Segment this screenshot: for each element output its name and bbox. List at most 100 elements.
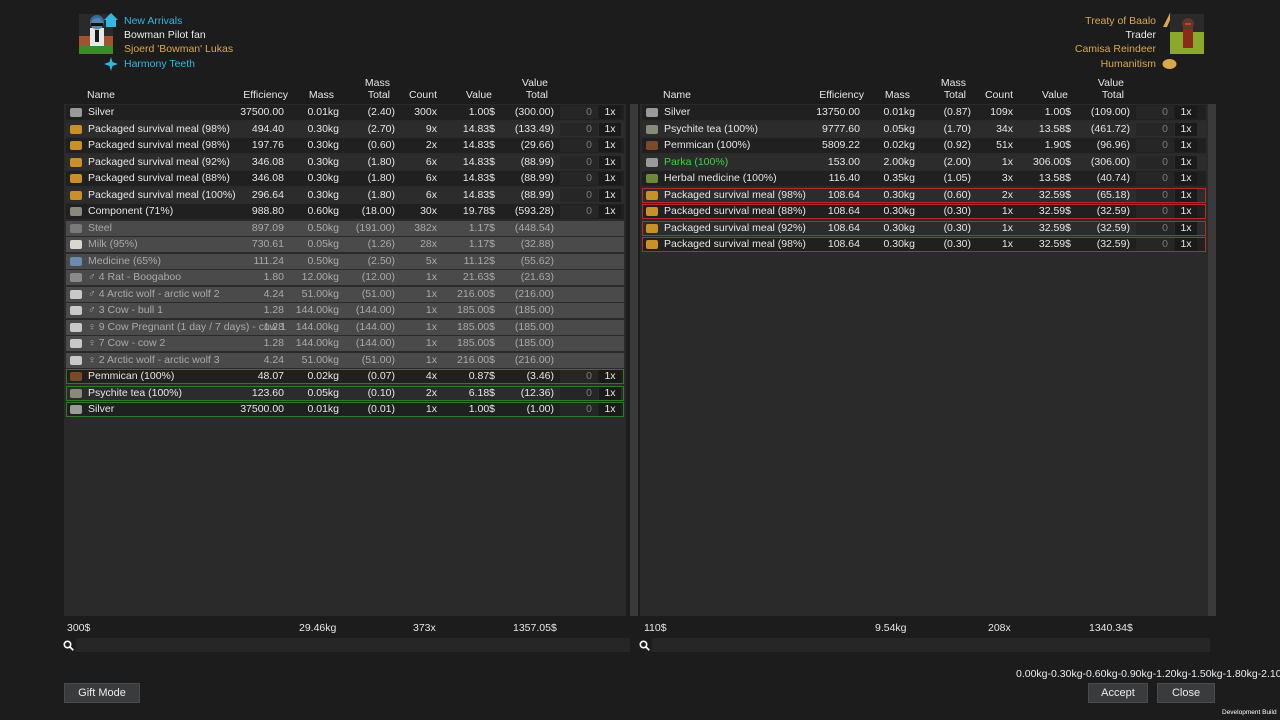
trade-quantity-input[interactable]: 0: [560, 122, 598, 136]
item-row[interactable]: ♂ 4 Rat - Boogaboo 1.80 12.00kg (12.00) 1x 21…: [66, 270, 624, 285]
accept-button[interactable]: Accept: [1088, 683, 1148, 703]
trade-quantity-input[interactable]: 0: [560, 139, 598, 152]
trader-items-list[interactable]: Silver 13750.00 0.01kg (0.87) 109x 1.00$ (109.…: [640, 104, 1208, 616]
item-row[interactable]: Packaged survival meal (92%) 346.08 0.30kg…: [66, 154, 624, 170]
trade-quantity-input[interactable]: 0: [1136, 221, 1174, 235]
item-row[interactable]: Component (71%) 988.80 0.60kg (18.00) 30x 19.…: [66, 204, 624, 219]
multiplier-button[interactable]: 1x: [599, 403, 621, 416]
item-row[interactable]: Pemmican (100%) 48.07 0.02kg (0.07) 4x 0.87$ (…: [66, 369, 624, 384]
colony-items-list[interactable]: Silver 37500.00 0.01kg (2.40) 300x 1.00$ (300.…: [64, 104, 626, 616]
item-name: Psychite tea (100%): [664, 122, 758, 135]
multiplier-button[interactable]: 1x: [1175, 122, 1197, 136]
multiplier-button[interactable]: 1x: [1175, 188, 1197, 202]
col-efficiency[interactable]: Efficiency: [243, 89, 288, 101]
item-row[interactable]: ♀ 7 Cow - cow 2 1.28 144.00kg (144.00) 1x 185…: [66, 336, 624, 351]
item-row[interactable]: Packaged survival meal (88%) 346.08 0.30kg…: [66, 171, 624, 186]
left-scrollbar[interactable]: [630, 104, 638, 616]
multiplier-button[interactable]: 1x: [1175, 139, 1197, 152]
multiplier-button[interactable]: 1x: [599, 386, 621, 400]
colony-ideology[interactable]: Harmony Teeth: [124, 58, 196, 70]
multiplier-button[interactable]: 1x: [599, 205, 621, 218]
gift-mode-button[interactable]: Gift Mode: [64, 683, 140, 703]
left-search-input[interactable]: [76, 638, 630, 652]
col-value-total[interactable]: Value Total: [522, 77, 548, 101]
col-mass-total-right[interactable]: Mass Total: [941, 77, 966, 101]
item-row[interactable]: Packaged survival meal (98%) 197.76 0.30kg…: [66, 138, 624, 153]
col-mass[interactable]: Mass: [308, 89, 334, 101]
item-row[interactable]: Milk (95%) 730.61 0.05kg (1.26) 28x 1.17$ (32.…: [66, 237, 624, 252]
trade-quantity-input[interactable]: 0: [560, 188, 598, 202]
item-row[interactable]: Silver 13750.00 0.01kg (0.87) 109x 1.00$ (109.…: [642, 105, 1206, 120]
trade-quantity-input[interactable]: 0: [1136, 172, 1174, 185]
search-icon[interactable]: [63, 640, 74, 651]
right-search-input[interactable]: [652, 638, 1210, 652]
multiplier-button[interactable]: 1x: [599, 370, 621, 383]
trade-quantity-input[interactable]: 0: [560, 205, 598, 218]
col-name-right[interactable]: Name: [663, 89, 692, 101]
col-name[interactable]: Name: [87, 89, 116, 101]
item-row[interactable]: ♂ 4 Arctic wolf - arctic wolf 2 4.24 51.00…: [66, 286, 624, 302]
multiplier-button[interactable]: 1x: [1175, 106, 1197, 119]
col-value-right[interactable]: Value: [1041, 89, 1068, 101]
trade-quantity-input[interactable]: 0: [560, 106, 598, 119]
item-row[interactable]: ♀ 9 Cow Pregnant (1 day / 7 days) - cow …: [66, 319, 624, 335]
col-value-total-right[interactable]: Value Total: [1098, 77, 1124, 101]
trade-quantity-input[interactable]: 0: [560, 403, 598, 416]
search-icon[interactable]: [639, 640, 650, 651]
trader-faction-name[interactable]: Treaty of Baalo: [1085, 15, 1156, 27]
item-value: 13.58$: [1038, 172, 1071, 184]
item-row[interactable]: Packaged survival meal (100%) 296.64 0.30k…: [66, 187, 624, 203]
trader-name[interactable]: Camisa Reindeer: [1074, 43, 1156, 55]
multiplier-button[interactable]: 1x: [1175, 155, 1197, 169]
col-count-right[interactable]: Count: [984, 89, 1013, 101]
multiplier-button[interactable]: 1x: [599, 106, 621, 119]
multiplier-button[interactable]: 1x: [599, 172, 621, 185]
item-row[interactable]: Silver 37500.00 0.01kg (2.40) 300x 1.00$ (300.…: [66, 105, 624, 120]
item-row[interactable]: Steel 897.09 0.50kg (191.00) 382x 1.17$ (448.5…: [66, 220, 624, 236]
col-mass-total[interactable]: Mass Total: [365, 77, 390, 101]
item-row[interactable]: Pemmican (100%) 5809.22 0.02kg (0.92) 51x 1.9…: [642, 138, 1206, 153]
trade-quantity-input[interactable]: 0: [1136, 122, 1174, 136]
item-row[interactable]: ♂ 3 Cow - bull 1 1.28 144.00kg (144.00) 1x 18…: [66, 303, 624, 318]
item-row[interactable]: Packaged survival meal (88%) 108.64 0.30kg…: [642, 204, 1206, 219]
trade-quantity-input[interactable]: 0: [1136, 205, 1174, 218]
trade-quantity-input[interactable]: 0: [1136, 155, 1174, 169]
trade-quantity-input[interactable]: 0: [560, 370, 598, 383]
negotiator-name[interactable]: Sjoerd 'Bowman' Lukas: [124, 43, 234, 55]
trade-quantity-input[interactable]: 0: [1136, 139, 1174, 152]
item-row[interactable]: Silver 37500.00 0.01kg (0.01) 1x 1.00$ (1.00) 0…: [66, 402, 624, 417]
item-row[interactable]: Herbal medicine (100%) 116.40 0.35kg (1.05)…: [642, 171, 1206, 186]
trade-quantity-input[interactable]: 0: [1136, 106, 1174, 119]
col-mass-right[interactable]: Mass: [884, 89, 910, 101]
col-efficiency-right[interactable]: Efficiency: [819, 89, 864, 101]
item-row[interactable]: Psychite tea (100%) 123.60 0.05kg (0.10) 2x 6…: [66, 385, 624, 401]
trader-ideology[interactable]: Humanitism: [1100, 58, 1156, 70]
right-scrollbar[interactable]: [1208, 104, 1216, 616]
colony-faction-name[interactable]: New Arrivals: [124, 15, 183, 27]
close-button[interactable]: Close: [1157, 683, 1215, 703]
item-row[interactable]: Packaged survival meal (92%) 108.64 0.30kg…: [642, 220, 1206, 236]
item-value: 14.83$: [462, 122, 495, 135]
item-row[interactable]: Psychite tea (100%) 9777.60 0.05kg (1.70) 34…: [642, 121, 1206, 137]
trade-quantity-input[interactable]: 0: [1136, 188, 1174, 202]
item-row[interactable]: Medicine (65%) 111.24 0.50kg (2.50) 5x 11.12$…: [66, 253, 624, 269]
col-count[interactable]: Count: [408, 89, 437, 101]
multiplier-button[interactable]: 1x: [599, 122, 621, 136]
multiplier-button[interactable]: 1x: [599, 155, 621, 169]
trade-quantity-input[interactable]: 0: [560, 155, 598, 169]
trade-quantity-input[interactable]: 0: [560, 172, 598, 185]
col-value[interactable]: Value: [465, 89, 492, 101]
multiplier-button[interactable]: 1x: [599, 188, 621, 202]
multiplier-button[interactable]: 1x: [1175, 172, 1197, 185]
item-row[interactable]: Packaged survival meal (98%) 108.64 0.30kg…: [642, 187, 1206, 203]
item-row[interactable]: Packaged survival meal (98%) 108.64 0.30kg…: [642, 237, 1206, 252]
item-row[interactable]: ♀ 2 Arctic wolf - arctic wolf 3 4.24 51.00…: [66, 352, 624, 368]
item-row[interactable]: Parka (100%) 153.00 2.00kg (2.00) 1x 306.00$ (…: [642, 154, 1206, 170]
multiplier-button[interactable]: 1x: [1175, 238, 1197, 251]
multiplier-button[interactable]: 1x: [599, 139, 621, 152]
multiplier-button[interactable]: 1x: [1175, 205, 1197, 218]
trade-quantity-input[interactable]: 0: [1136, 238, 1174, 251]
multiplier-button[interactable]: 1x: [1175, 221, 1197, 235]
trade-quantity-input[interactable]: 0: [560, 386, 598, 400]
item-row[interactable]: Packaged survival meal (98%) 494.40 0.30kg…: [66, 121, 624, 137]
